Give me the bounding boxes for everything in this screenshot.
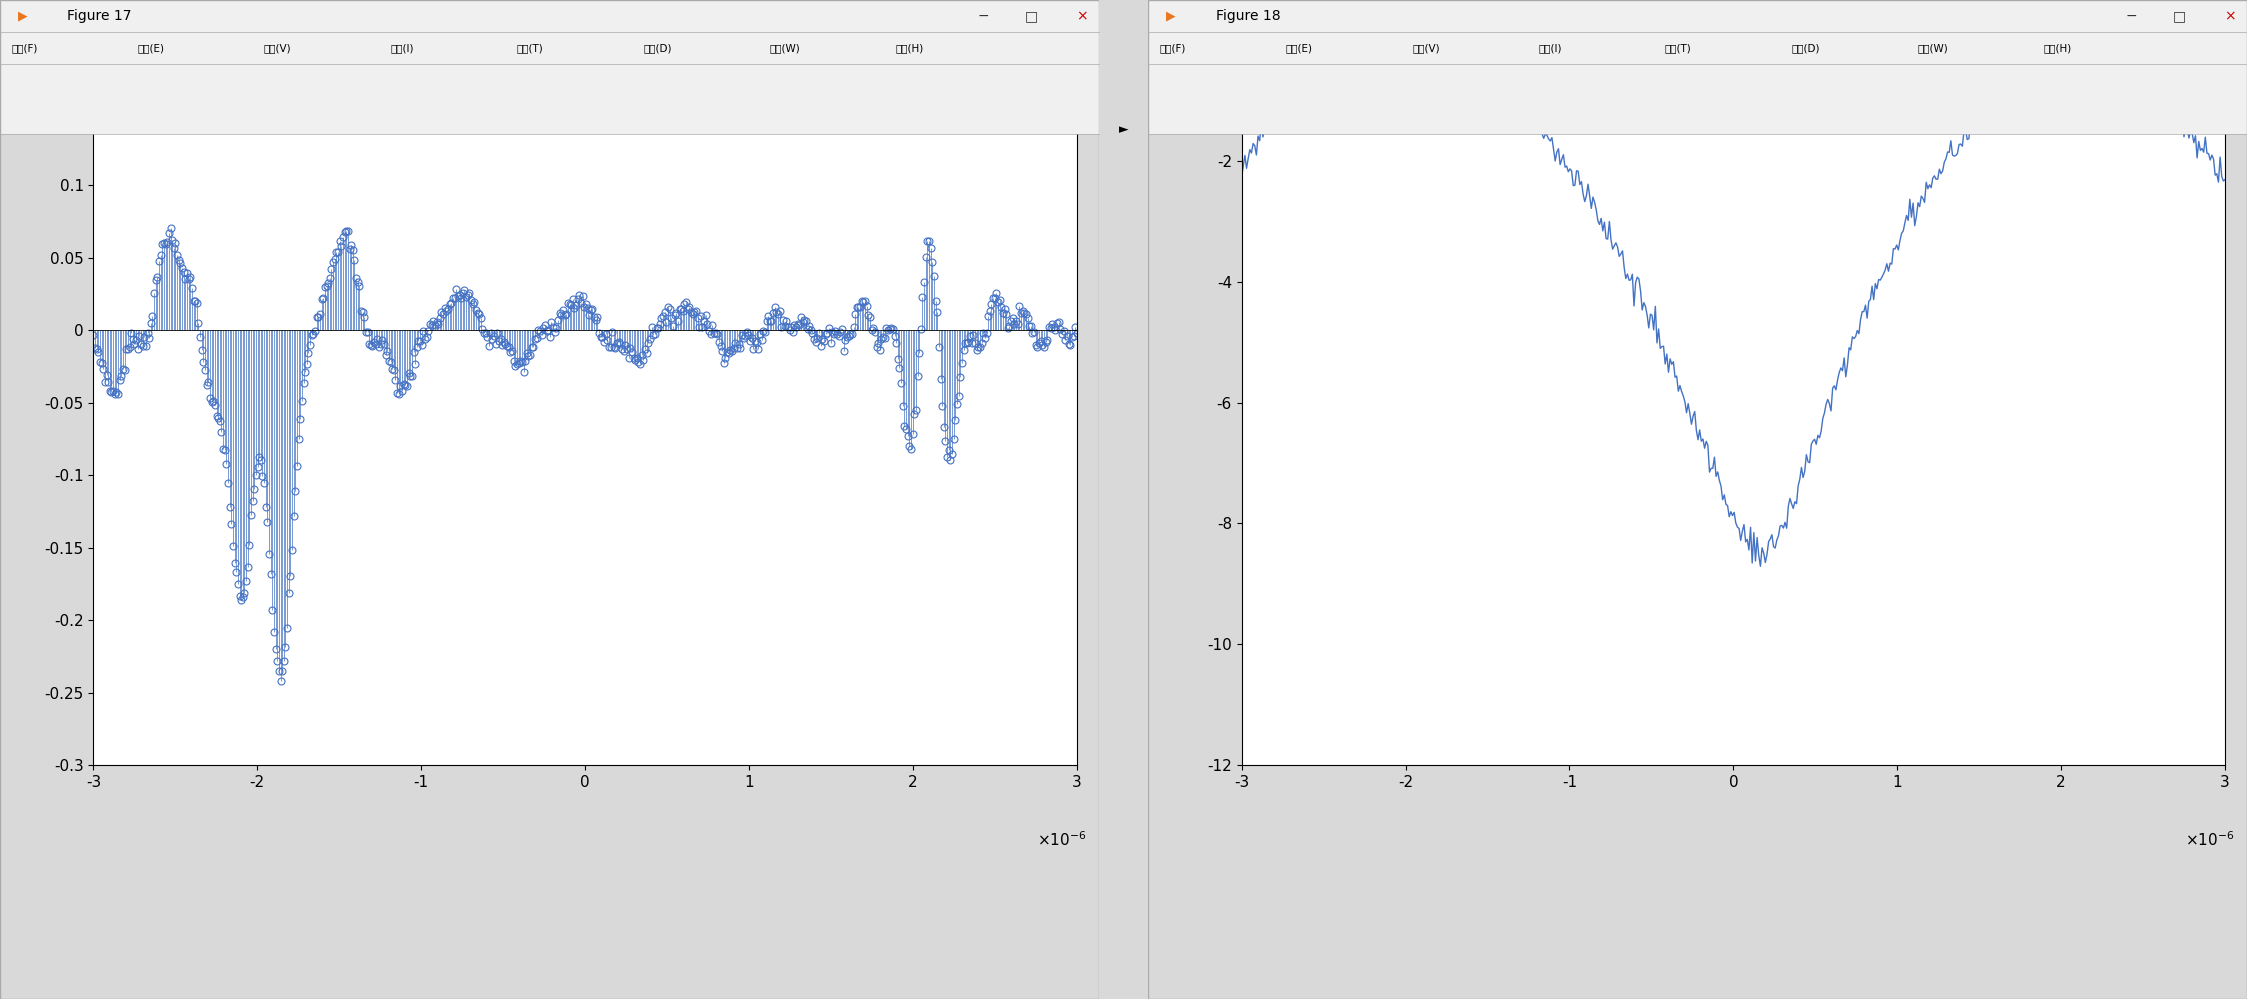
Text: Figure 18: Figure 18 — [1216, 9, 1281, 23]
Text: −: − — [977, 9, 989, 23]
Text: −: − — [2126, 9, 2137, 23]
Title: Plot of log of the sum of sqaures of the waves obtained after filtering log($I^2: Plot of log of the sum of sqaures of the… — [1393, 14, 2074, 38]
Text: 插入(I): 插入(I) — [391, 43, 413, 53]
Text: ×: × — [1076, 9, 1088, 23]
Text: $\times10^{-6}$: $\times10^{-6}$ — [2186, 830, 2236, 849]
FancyBboxPatch shape — [0, 32, 1099, 64]
Text: 编辑(E): 编辑(E) — [1285, 43, 1312, 53]
Text: 帮助(H): 帮助(H) — [897, 43, 924, 53]
Text: □: □ — [2173, 9, 2186, 23]
Text: 文件(F): 文件(F) — [1159, 43, 1186, 53]
Text: □: □ — [1025, 9, 1038, 23]
FancyBboxPatch shape — [1148, 64, 2247, 134]
Text: ▶: ▶ — [1166, 9, 1175, 23]
FancyBboxPatch shape — [1148, 32, 2247, 64]
FancyBboxPatch shape — [1099, 0, 1148, 999]
Text: 插入(I): 插入(I) — [1539, 43, 1562, 53]
FancyBboxPatch shape — [1148, 0, 2247, 32]
Text: Figure 17: Figure 17 — [67, 9, 133, 23]
Text: 桌面(D): 桌面(D) — [1791, 43, 1820, 53]
Text: ▶: ▶ — [18, 9, 27, 23]
Text: 查看(V): 查看(V) — [1411, 43, 1440, 53]
Text: 窗口(W): 窗口(W) — [768, 43, 800, 53]
Text: 工具(T): 工具(T) — [1665, 43, 1692, 53]
FancyBboxPatch shape — [0, 64, 1099, 134]
FancyBboxPatch shape — [0, 0, 1099, 32]
Text: 编辑(E): 编辑(E) — [137, 43, 164, 53]
Text: 窗口(W): 窗口(W) — [1917, 43, 1948, 53]
Text: ×: × — [2225, 9, 2236, 23]
Text: $\times10^{-6}$: $\times10^{-6}$ — [1038, 830, 1088, 849]
Text: 工具(T): 工具(T) — [517, 43, 544, 53]
Text: 查看(V): 查看(V) — [263, 43, 292, 53]
Text: 文件(F): 文件(F) — [11, 43, 38, 53]
Title: Plot of the sum of sqaures of the waves obtained after filtering ($I^2$ + $Q^2$: Plot of the sum of sqaures of the waves … — [288, 14, 883, 38]
Text: 帮助(H): 帮助(H) — [2045, 43, 2072, 53]
Text: 桌面(D): 桌面(D) — [643, 43, 672, 53]
Text: ►: ► — [1119, 123, 1128, 137]
